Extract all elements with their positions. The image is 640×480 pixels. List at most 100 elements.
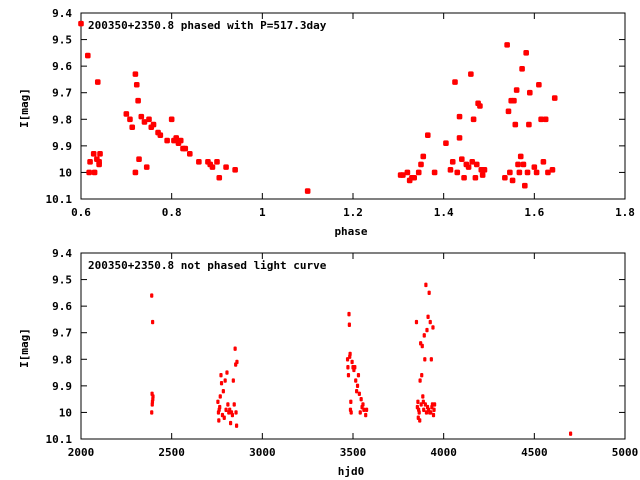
data-point <box>347 322 351 327</box>
data-point <box>469 159 476 165</box>
y-tick-label: 9.6 <box>52 60 72 73</box>
data-point <box>150 293 154 298</box>
data-point <box>533 169 540 176</box>
data-point <box>150 402 154 407</box>
x-tick-label: 4500 <box>521 446 548 459</box>
data-point <box>234 410 238 415</box>
data-point <box>230 412 235 418</box>
data-point <box>505 108 512 115</box>
data-point <box>551 95 558 101</box>
data-point <box>418 418 422 423</box>
data-point <box>418 161 424 168</box>
data-point <box>519 66 525 72</box>
y-tick-label: 9.9 <box>52 140 72 153</box>
data-point <box>304 188 311 194</box>
data-point <box>350 359 354 365</box>
data-point <box>522 182 528 189</box>
data-point <box>364 412 368 418</box>
data-point <box>146 116 152 123</box>
data-points <box>78 20 558 194</box>
data-point <box>538 116 544 123</box>
data-point <box>517 153 524 160</box>
data-point <box>531 164 538 170</box>
data-point <box>136 156 142 162</box>
data-point <box>356 373 361 378</box>
data-point <box>221 388 225 394</box>
data-point <box>461 174 467 181</box>
data-point <box>447 166 454 173</box>
data-point <box>138 113 145 120</box>
data-point <box>429 410 433 415</box>
y-tick-label: 9.5 <box>52 274 72 287</box>
data-point <box>86 169 92 176</box>
y-tick-label: 9.7 <box>52 87 72 100</box>
data-point <box>425 327 429 333</box>
data-point <box>135 97 141 104</box>
data-point <box>150 121 157 128</box>
y-tick-label: 9.9 <box>52 380 72 393</box>
data-point <box>223 378 227 383</box>
phased-light-curve-panel: 0.6 0.8 1 1.2 1.4 1.6 1.8 9.4 9.5 9.6 9.7 9.8 9.9 10… <box>18 7 635 238</box>
x-axis-label: hjd0 <box>338 465 365 478</box>
data-point <box>218 394 222 399</box>
axis-ticks <box>80 12 626 200</box>
data-point <box>428 319 432 325</box>
data-point <box>232 166 238 173</box>
data-point <box>224 407 228 412</box>
data-point <box>427 290 431 296</box>
data-point <box>417 410 421 415</box>
data-point <box>431 169 438 176</box>
x-tick-label: 5000 <box>612 446 639 459</box>
y-tick-label: 9.6 <box>52 300 72 313</box>
y-tick-label: 9.5 <box>52 34 72 47</box>
x-tick-label: 2500 <box>158 446 185 459</box>
data-point <box>127 116 133 123</box>
data-point <box>157 132 164 139</box>
data-point <box>349 410 353 415</box>
y-tick-label: 9.4 <box>52 7 72 20</box>
data-point <box>477 103 483 109</box>
data-point <box>218 404 222 410</box>
data-point <box>132 71 139 77</box>
data-point <box>216 174 223 181</box>
data-point <box>527 89 533 96</box>
data-point <box>507 169 513 176</box>
data-point <box>431 325 435 330</box>
data-point <box>432 407 436 412</box>
data-point <box>481 166 488 173</box>
data-point <box>431 412 436 418</box>
data-point <box>512 121 519 128</box>
data-point <box>470 116 477 123</box>
unphased-light-curve-panel: 2000 2500 3000 3500 4000 4500 5000 9.49.59.69.… <box>18 247 638 478</box>
data-point <box>400 172 406 178</box>
data-point <box>234 423 239 428</box>
x-tick-label: 1.2 <box>343 206 363 219</box>
data-point <box>523 50 529 56</box>
data-point <box>452 79 458 85</box>
x-tick-labels: 2000 2500 3000 3500 4000 4500 5000 <box>68 446 639 459</box>
x-tick-label: 3000 <box>249 446 276 459</box>
data-point <box>433 402 437 407</box>
data-point <box>420 373 424 378</box>
data-point <box>348 351 352 357</box>
data-point <box>416 399 420 404</box>
data-point <box>520 161 527 168</box>
y-axis-label: I[mag] <box>18 88 31 128</box>
data-point <box>347 311 351 317</box>
y-axis-label: I[mag] <box>18 328 31 368</box>
data-point <box>173 135 179 141</box>
data-point <box>94 79 101 85</box>
data-point <box>90 151 97 157</box>
x-tick-label: 1.6 <box>524 206 544 219</box>
data-point <box>504 42 510 48</box>
data-point <box>133 81 140 88</box>
data-point <box>425 132 431 139</box>
x-axis-label: phase <box>334 225 367 238</box>
data-point <box>187 151 193 157</box>
data-point <box>229 420 233 426</box>
y-tick-label: 10.1 <box>46 193 73 206</box>
data-point <box>420 153 427 160</box>
x-tick-label: 0.8 <box>162 206 182 219</box>
data-point <box>426 314 430 319</box>
x-tick-label: 1.8 <box>615 206 635 219</box>
